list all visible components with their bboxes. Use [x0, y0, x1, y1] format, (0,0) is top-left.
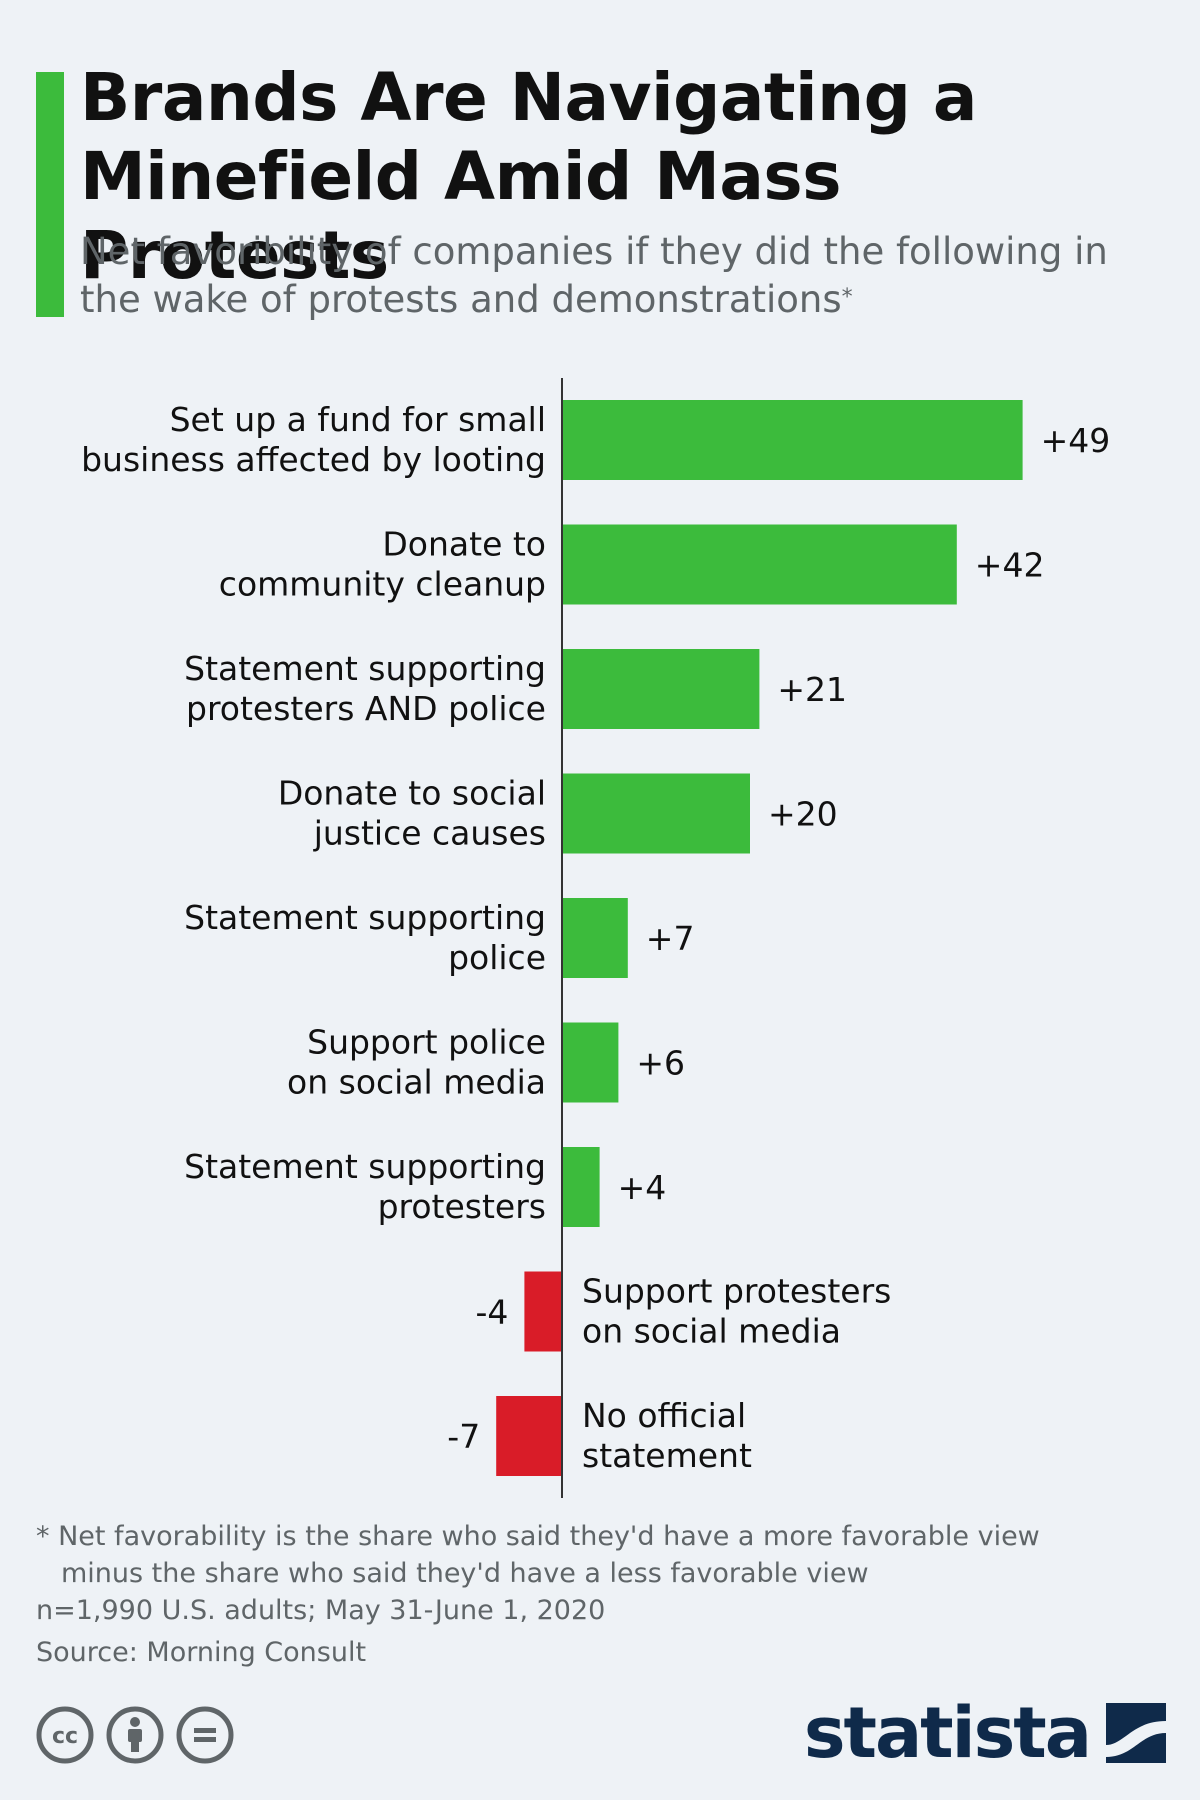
category-label-line: police	[448, 938, 546, 977]
category-label-0: Set up a fund for small business affected…	[81, 400, 546, 479]
footnote-line-2: minus the share who said they'd have a l…	[61, 1558, 869, 1589]
category-label-line: business affected by looting	[81, 440, 546, 479]
bar-4	[562, 898, 628, 978]
value-label-5: +6	[636, 1044, 685, 1083]
bar-7	[524, 1271, 562, 1352]
category-label-line: Donate to	[382, 525, 546, 564]
category-label-line: statement	[582, 1436, 752, 1475]
value-label-1: +42	[975, 546, 1045, 585]
no-derivatives-icon[interactable]	[176, 1706, 234, 1764]
category-label-line: Statement supporting	[184, 649, 546, 688]
category-label-5: Support police on social media	[287, 1023, 546, 1102]
bar-0	[562, 400, 1023, 480]
category-label-line: Support protesters	[582, 1272, 891, 1311]
title-accent-bar	[36, 72, 64, 317]
bar-chart: +49 Set up a fund for small business affec…	[81, 378, 1111, 1498]
value-label-2: +21	[777, 670, 847, 709]
page-subtitle: Net favoribility of companies if they di…	[80, 228, 1160, 324]
category-label-line: Support police	[307, 1023, 546, 1062]
category-label-1: Donate to community cleanup	[219, 525, 546, 604]
footnote: * Net favorability is the share who said…	[36, 1518, 1156, 1629]
value-label-6: +4	[618, 1168, 667, 1207]
page-title: Brands Are Navigating a Minefield Amid M…	[80, 59, 977, 294]
category-label-line: protesters	[378, 1187, 546, 1226]
category-label-line: Statement supporting	[184, 898, 546, 937]
category-label-line: Statement supporting	[184, 1147, 546, 1186]
category-label-line: Donate to social	[278, 774, 546, 813]
category-label-line: protesters AND police	[186, 689, 546, 728]
category-label-2: Statement supporting protesters AND polic…	[184, 649, 546, 728]
footnote-line-1: * Net favorability is the share who said…	[36, 1521, 1040, 1552]
subtitle-footnote-mark: *	[841, 285, 853, 310]
bar-6	[562, 1147, 600, 1227]
bar-1	[562, 524, 957, 605]
value-label-4: +7	[646, 919, 695, 958]
category-label-line: on social media	[287, 1063, 546, 1102]
category-label-line: No official	[582, 1396, 746, 1435]
source-text: Source: Morning Consult	[36, 1637, 367, 1668]
bar-8	[496, 1396, 562, 1476]
statista-logo[interactable]: statista	[804, 1698, 1166, 1768]
brand-wordmark: statista	[803, 1692, 1092, 1774]
subtitle-text: Net favoribility of companies if they di…	[80, 230, 1108, 321]
category-label-line: Set up a fund for small	[170, 400, 546, 439]
category-label-7: Support protesters on social media	[582, 1272, 891, 1351]
category-label-line: justice causes	[313, 814, 546, 853]
cc-icon[interactable]: cc	[36, 1706, 94, 1764]
category-label-4: Statement supporting police	[184, 898, 546, 977]
value-label-0: +49	[1041, 421, 1111, 460]
category-label-8: No official statement	[582, 1396, 752, 1475]
bar-5	[562, 1022, 619, 1103]
attribution-icon[interactable]	[106, 1706, 164, 1764]
bar-3	[562, 773, 750, 854]
value-label-8: -7	[447, 1417, 480, 1456]
value-label-3: +20	[768, 795, 838, 834]
category-label-line: on social media	[582, 1312, 841, 1351]
category-label-line: community cleanup	[219, 565, 546, 604]
value-label-7: -4	[475, 1293, 508, 1332]
bar-2	[562, 649, 760, 729]
category-label-3: Donate to social justice causes	[278, 774, 546, 853]
license-icons: cc	[36, 1706, 234, 1764]
footnote-line-3: n=1,990 U.S. adults; May 31-June 1, 2020	[36, 1595, 606, 1626]
category-label-6: Statement supporting protesters	[184, 1147, 546, 1226]
statista-mark-icon	[1106, 1703, 1166, 1763]
svg-text:cc: cc	[52, 1724, 78, 1749]
